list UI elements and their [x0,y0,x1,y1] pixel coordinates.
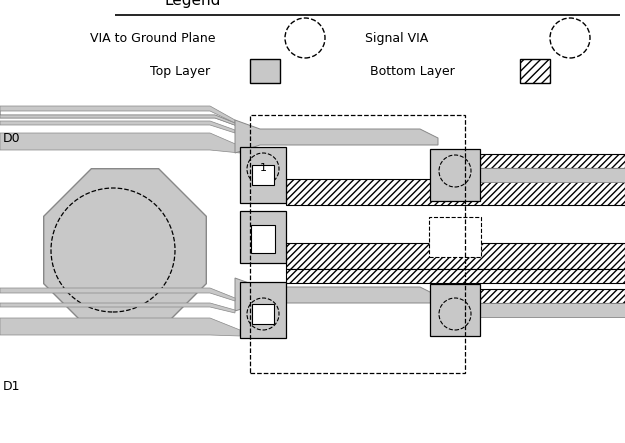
Bar [252,165,274,185]
Bar [429,217,481,257]
Bar [240,211,286,263]
Polygon shape [0,121,235,133]
Polygon shape [0,303,235,313]
Polygon shape [0,288,235,301]
Bar [480,154,625,168]
Bar [430,284,480,336]
Bar [286,269,625,283]
Bar [240,282,286,338]
Polygon shape [44,169,206,331]
Bar [240,147,286,203]
Text: Bottom Layer: Bottom Layer [370,65,455,78]
Polygon shape [235,120,438,153]
Polygon shape [0,115,240,127]
Polygon shape [0,106,235,123]
Bar [520,59,550,83]
Bar [480,168,625,182]
Text: Signal VIA: Signal VIA [365,31,428,44]
Bar [250,115,465,373]
Text: D1: D1 [3,380,21,392]
Text: VIA to Ground Plane: VIA to Ground Plane [90,31,216,44]
Text: D0: D0 [3,132,21,144]
Text: 1: 1 [259,163,266,173]
Polygon shape [235,278,438,311]
Bar [286,179,625,205]
Bar [252,304,274,324]
Bar [480,289,625,303]
Polygon shape [0,318,240,336]
Bar [250,59,280,83]
Text: Top Layer: Top Layer [150,65,210,78]
Bar [286,243,625,269]
Bar [480,303,625,317]
Polygon shape [0,133,240,153]
Bar [251,225,275,253]
Bar [430,149,480,201]
Polygon shape [0,108,240,127]
Text: Legend: Legend [165,0,221,8]
